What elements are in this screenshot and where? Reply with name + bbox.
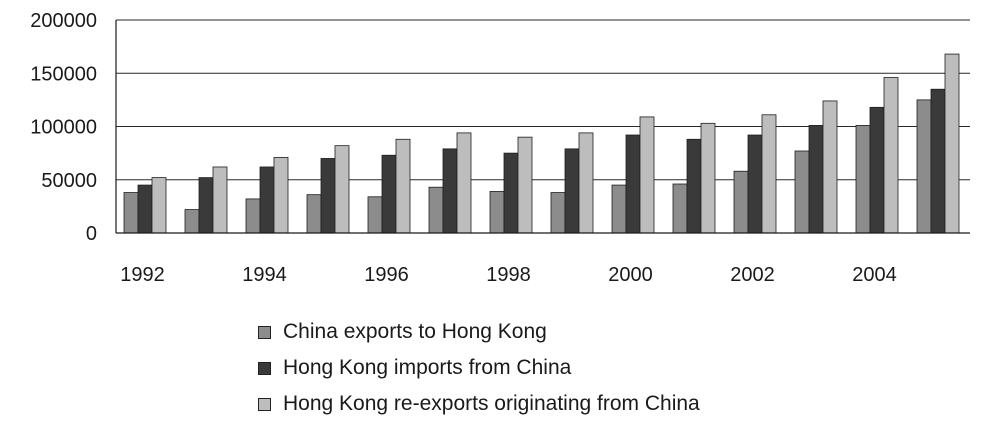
bar-1996-series-2: [381, 154, 397, 234]
bar-2005-series-2: [930, 88, 946, 234]
y-tick-label: 50000: [41, 170, 97, 192]
bar-2001-series-1: [672, 183, 688, 234]
legend-label: China exports to Hong Kong: [283, 320, 547, 343]
bar-1994-series-1: [245, 198, 261, 234]
bar-1995-series-2: [320, 158, 336, 234]
legend-item: Hong Kong re-exports originating from Ch…: [258, 386, 700, 422]
y-tick-labels: 0 50000 100000 150000 200000: [30, 10, 97, 245]
y-tick-label: 200000: [30, 10, 97, 32]
bar-1995-series-3: [334, 145, 350, 234]
bar-1999-series-3: [578, 132, 594, 234]
bar-2001-series-2: [686, 138, 702, 234]
bar-2000-series-1: [611, 184, 627, 234]
x-tick-label: 1996: [364, 264, 409, 286]
legend-item: Hong Kong imports from China: [258, 350, 700, 386]
bar-1997-series-2: [442, 148, 458, 234]
legend-label: Hong Kong imports from China: [283, 356, 572, 379]
bar-1993-series-2: [198, 177, 214, 234]
bar-1993-series-3: [212, 166, 228, 234]
bar-1995-series-1: [306, 194, 322, 234]
legend-label: Hong Kong re-exports originating from Ch…: [283, 392, 700, 415]
y-tick-label: 100000: [30, 117, 97, 139]
bar-2005-series-1: [916, 99, 932, 234]
bar-1999-series-2: [564, 148, 580, 234]
bar-1996-series-3: [395, 138, 411, 234]
x-tick-label: 1994: [242, 264, 287, 286]
bar-2003-series-2: [808, 125, 824, 234]
x-tick-label: 2004: [852, 264, 897, 286]
x-tick-label: 1992: [120, 264, 165, 286]
bar-2005-series-3: [944, 53, 960, 234]
legend: China exports to Hong Kong Hong Kong imp…: [258, 314, 700, 422]
bar-1997-series-1: [428, 186, 444, 234]
bars: [123, 53, 960, 234]
legend-swatch-hk-imports: [258, 361, 271, 375]
bar-1999-series-1: [550, 192, 566, 234]
bar-2003-series-1: [794, 150, 810, 234]
bar-1994-series-2: [259, 166, 275, 234]
x-tick-label: 1998: [486, 264, 531, 286]
bar-2004-series-1: [855, 125, 871, 234]
y-tick-label: 0: [86, 223, 97, 245]
legend-swatch-hk-reexports: [258, 397, 271, 411]
bar-1992-series-1: [123, 192, 139, 234]
gridlines: [116, 19, 970, 181]
bar-1998-series-2: [503, 152, 519, 234]
bar-2002-series-1: [733, 170, 749, 234]
bar-2003-series-3: [822, 100, 838, 234]
bar-1993-series-1: [184, 209, 200, 234]
bar-1998-series-3: [517, 136, 533, 234]
axes: [115, 20, 970, 234]
bar-1992-series-3: [151, 177, 167, 234]
bar-2004-series-2: [869, 106, 885, 234]
x-tick-label: 2000: [608, 264, 653, 286]
legend-item: China exports to Hong Kong: [258, 314, 700, 350]
x-tick-labels: 1992 1994 1996 1998 2000 2002 2004: [120, 264, 897, 286]
bar-2001-series-3: [700, 122, 716, 234]
bar-2002-series-2: [747, 134, 763, 234]
bar-1997-series-3: [456, 132, 472, 234]
bar-2000-series-3: [639, 116, 655, 234]
y-tick-label: 150000: [30, 63, 97, 85]
bar-2002-series-3: [761, 114, 777, 234]
bar-1994-series-3: [273, 156, 289, 234]
x-tick-label: 2002: [730, 264, 775, 286]
bar-1998-series-1: [489, 191, 505, 234]
bar-2000-series-2: [625, 134, 641, 234]
bar-1992-series-2: [137, 184, 153, 234]
bar-1996-series-1: [367, 196, 383, 234]
legend-swatch-china-exports: [258, 325, 271, 339]
bar-2004-series-3: [883, 77, 899, 234]
